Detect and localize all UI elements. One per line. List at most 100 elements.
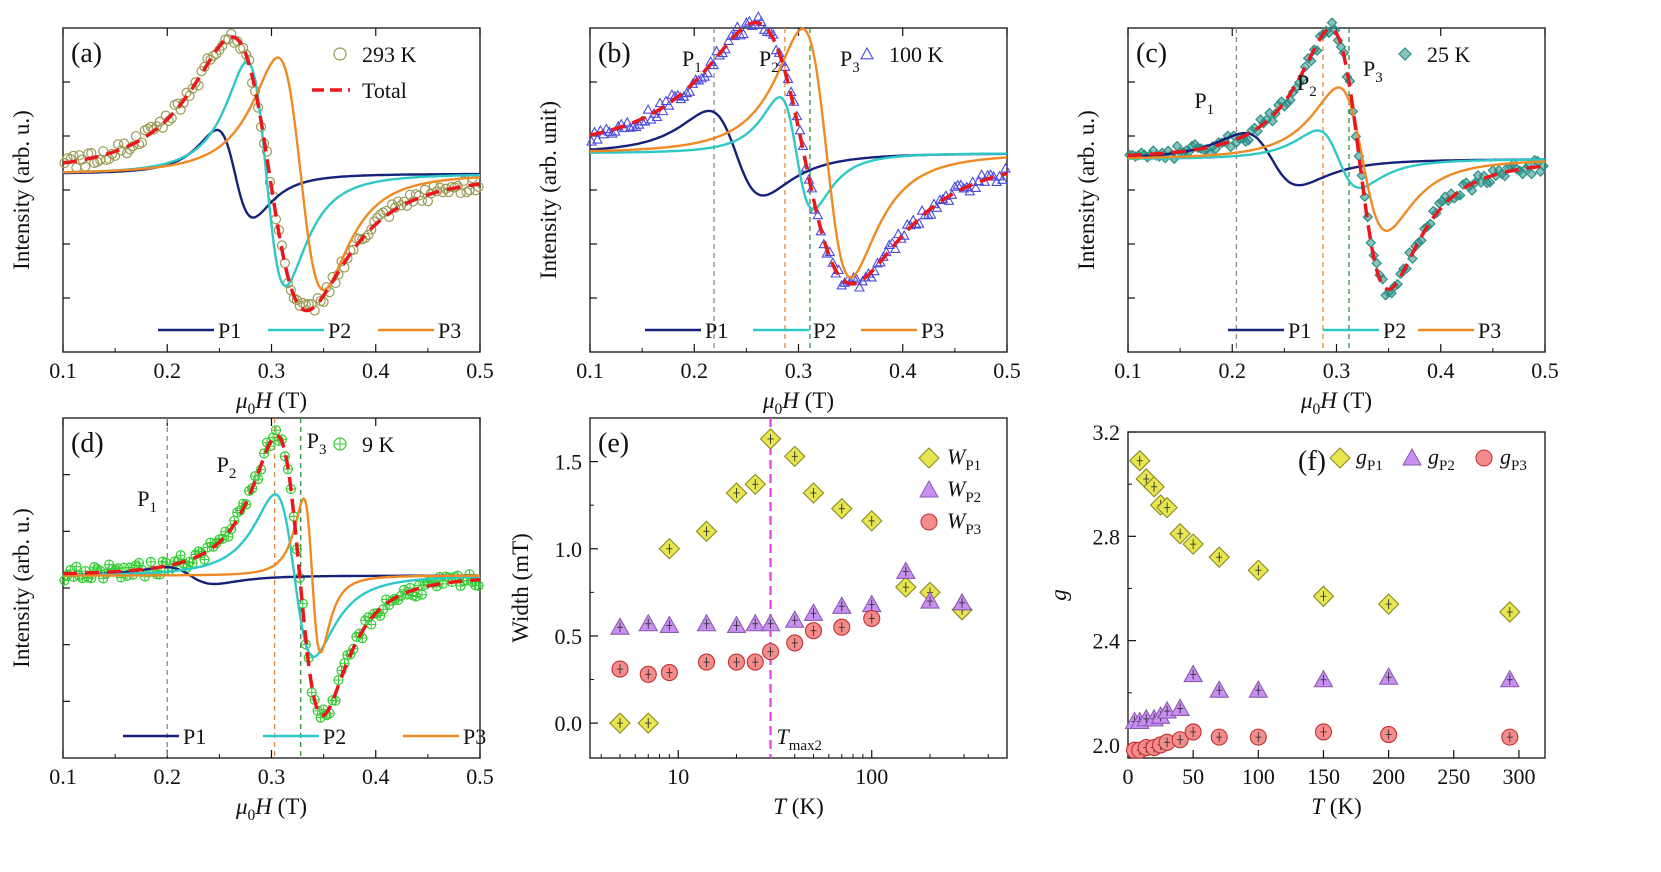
x-tick-label: 0.4 [362, 358, 390, 383]
x-tick-label: 0.3 [1323, 358, 1351, 383]
legend-label-P3: P3 [463, 724, 486, 749]
x-axis-label: μ0H (T) [762, 388, 834, 418]
data-point [794, 124, 806, 135]
data-point [1499, 170, 1511, 182]
data-point [621, 116, 633, 127]
data-point [892, 228, 904, 239]
x-tick-label: 0.2 [1219, 358, 1247, 383]
legend-marker [333, 47, 347, 61]
data-point [660, 95, 672, 106]
series-total [589, 20, 1008, 286]
x-axis-label: T (K) [773, 794, 823, 819]
x-tick-label: 100 [855, 764, 888, 789]
data-point [883, 239, 895, 250]
legend-marker-gP3 [1475, 449, 1493, 467]
panel-d: 0.1 0.2 0.3 0.4 0.5 μ0H (T) Intensity (arb. u.… [9, 417, 494, 824]
x-tick-label: 10 [667, 764, 689, 789]
x-tick-label: 150 [1307, 764, 1340, 789]
data-point [815, 225, 827, 236]
peak-label-2: P2 [217, 452, 237, 482]
data-point [118, 138, 130, 149]
data-point [291, 294, 302, 306]
series-P2 [63, 493, 481, 658]
peak-label-3: P3 [1363, 56, 1383, 86]
x-tick-label: 0.1 [576, 358, 604, 383]
data-point [642, 103, 654, 114]
peak-label-3: P3 [840, 46, 860, 76]
legend-label-P1: P1 [218, 318, 241, 343]
legend-label-gP2: gP2 [1428, 444, 1455, 474]
data-point [737, 28, 749, 39]
data-point [889, 243, 901, 254]
legend-label-WP1: WP1 [947, 444, 981, 474]
legend-label-WP2: WP2 [947, 476, 981, 506]
x-tick-label: 0.5 [1531, 358, 1559, 383]
x-tick-label: 0.4 [1427, 358, 1455, 383]
x-tick-label: 250 [1437, 764, 1470, 789]
panel-c: 0.1 0.2 0.3 0.4 0.5 μ0H (T) Intensity (arb. u.… [1074, 17, 1559, 418]
x-tick-label: 100 [1242, 764, 1275, 789]
data-point [157, 122, 168, 133]
x-tick-label: 0.2 [154, 764, 182, 789]
data-point [684, 85, 696, 96]
data-point [363, 229, 374, 240]
data-point [740, 17, 752, 27]
legend-marker [860, 46, 874, 60]
data-point [390, 202, 401, 213]
peak-label-3: P3 [307, 428, 327, 458]
y-tick-label: 2.0 [1093, 733, 1121, 758]
series-total [62, 35, 481, 313]
data-point [836, 279, 848, 290]
panel-e: 10 100 0.0 0.5 1.0 1.5 T (K) Width (mT) (e) Tmax2… [508, 417, 1008, 819]
data-point [675, 93, 687, 104]
data-point [606, 127, 618, 138]
legend-label-P2: P2 [323, 724, 346, 749]
y-tick-label: 0.0 [555, 711, 583, 736]
data-point [473, 181, 484, 193]
series-P3 [1128, 86, 1546, 233]
data-point [1000, 162, 1011, 173]
temperature-label: 293 K [362, 42, 417, 67]
series-P3 [590, 27, 1008, 279]
y-axis-label: Intensity (arb. u.) [9, 508, 34, 668]
x-tick-label: 0.4 [889, 358, 917, 383]
panel-label: (b) [598, 38, 631, 69]
data-point [1326, 17, 1338, 29]
x-tick-label: 200 [1372, 764, 1405, 789]
data-point [220, 34, 231, 45]
x-axis-label: T (K) [1311, 794, 1361, 819]
y-axis-label: Width (mT) [508, 533, 533, 643]
data-point [461, 187, 472, 198]
x-tick-label: 0.3 [258, 358, 286, 383]
data-point [348, 244, 359, 255]
y-tick-label: 3.2 [1093, 420, 1121, 445]
data-point [699, 70, 711, 81]
data-point [187, 83, 198, 94]
data-point [663, 100, 675, 110]
x-axis-label: μ0H (T) [1300, 388, 1372, 418]
x-tick-label: 0 [1123, 764, 1134, 789]
x-tick-label: 0.4 [362, 764, 390, 789]
data-point [651, 111, 663, 122]
legend-total-label: Total [362, 78, 407, 103]
temperature-label: 9 K [362, 432, 395, 457]
legend-marker-WP3 [920, 513, 938, 531]
data-point [851, 273, 863, 284]
data-point [416, 195, 428, 206]
data-point [630, 121, 642, 132]
data-point [1416, 235, 1427, 246]
data-point [898, 229, 910, 240]
legend-marker-WP1 [918, 447, 940, 469]
x-tick-label: 0.5 [993, 358, 1021, 383]
panel-label: (e) [598, 428, 629, 459]
data-point [696, 72, 708, 83]
data-point [452, 180, 463, 192]
data-point [1225, 141, 1237, 153]
legend-label-P1: P1 [1288, 318, 1311, 343]
temperature-label: 100 K [889, 42, 944, 67]
data-point [997, 174, 1008, 184]
data-point [279, 258, 291, 269]
x-tick-label: 0.2 [681, 358, 709, 383]
data-point [1365, 237, 1377, 249]
